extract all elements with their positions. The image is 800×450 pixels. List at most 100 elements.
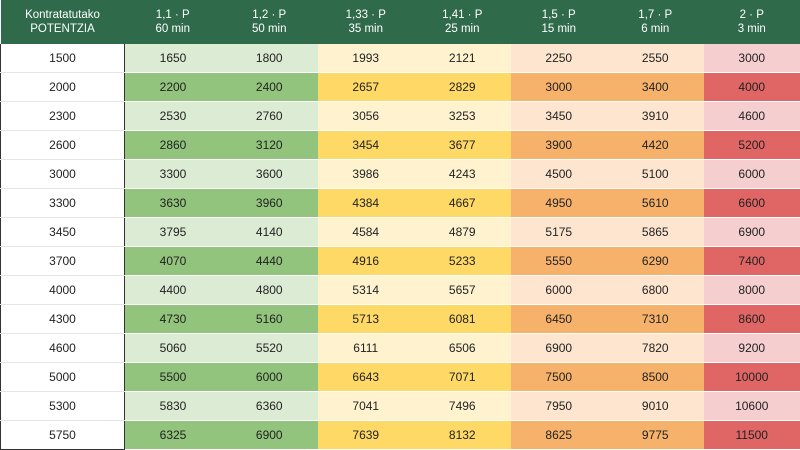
- contracted-power: 1500: [1, 44, 125, 73]
- power-value: 4440: [221, 247, 318, 276]
- power-value: 1650: [125, 44, 222, 73]
- power-value: 7400: [704, 247, 800, 276]
- power-value: 3986: [318, 160, 415, 189]
- power-factor: 1,33 · P: [318, 8, 415, 22]
- power-value: 9775: [607, 421, 704, 450]
- power-value: 3900: [511, 131, 608, 160]
- contracted-power: 3450: [1, 218, 125, 247]
- power-value: 5175: [511, 218, 608, 247]
- power-value: 8132: [414, 421, 511, 450]
- power-value: 1993: [318, 44, 415, 73]
- contracted-power: 5750: [1, 421, 125, 450]
- power-value: 9200: [704, 334, 800, 363]
- power-value: 8625: [511, 421, 608, 450]
- power-value: 5550: [511, 247, 608, 276]
- power-value: 4600: [704, 102, 800, 131]
- power-factor: 2 · P: [704, 8, 800, 22]
- power-value: 3300: [125, 160, 222, 189]
- duration: 6 min: [607, 22, 704, 36]
- contracted-power: 2000: [1, 73, 125, 102]
- power-value: 6000: [704, 160, 800, 189]
- power-value: 5830: [125, 392, 222, 421]
- power-value: 6000: [221, 363, 318, 392]
- power-value: 5160: [221, 305, 318, 334]
- power-value: 3960: [221, 189, 318, 218]
- power-value: 4384: [318, 189, 415, 218]
- power-value: 5100: [607, 160, 704, 189]
- duration: 15 min: [511, 22, 608, 36]
- power-value: 3000: [704, 44, 800, 73]
- power-value: 3253: [414, 102, 511, 131]
- contracted-power: 5300: [1, 392, 125, 421]
- power-value: 5657: [414, 276, 511, 305]
- header-text: Kontratatutako: [1, 8, 125, 22]
- power-value: 6800: [607, 276, 704, 305]
- power-value: 2657: [318, 73, 415, 102]
- power-value: 4400: [125, 276, 222, 305]
- power-value: 6111: [318, 334, 415, 363]
- power-value: 2250: [511, 44, 608, 73]
- power-value: 7639: [318, 421, 415, 450]
- power-value: 3120: [221, 131, 318, 160]
- power-value: 5713: [318, 305, 415, 334]
- power-factor: 1,1 · P: [125, 8, 222, 22]
- duration: 35 min: [318, 22, 415, 36]
- power-value: 7071: [414, 363, 511, 392]
- power-value: 7041: [318, 392, 415, 421]
- power-value: 2400: [221, 73, 318, 102]
- power-factor: 1,7 · P: [607, 8, 704, 22]
- power-factor: 1,5 · P: [511, 8, 608, 22]
- duration: 25 min: [414, 22, 511, 36]
- power-value: 6600: [704, 189, 800, 218]
- power-value: 4950: [511, 189, 608, 218]
- power-value: 4800: [221, 276, 318, 305]
- power-value: 2200: [125, 73, 222, 102]
- power-value: 6081: [414, 305, 511, 334]
- duration: 3 min: [704, 22, 800, 36]
- power-value: 7950: [511, 392, 608, 421]
- power-value: 4879: [414, 218, 511, 247]
- power-value: 3450: [511, 102, 608, 131]
- power-value: 6290: [607, 247, 704, 276]
- power-value: 6000: [511, 276, 608, 305]
- power-value: 11500: [704, 421, 800, 450]
- power-value: 3630: [125, 189, 222, 218]
- power-value: 5233: [414, 247, 511, 276]
- power-value: 4000: [704, 73, 800, 102]
- power-value: 3454: [318, 131, 415, 160]
- contracted-power: 3000: [1, 160, 125, 189]
- power-value: 4584: [318, 218, 415, 247]
- contracted-power: 5000: [1, 363, 125, 392]
- power-value: 3056: [318, 102, 415, 131]
- power-value: 5200: [704, 131, 800, 160]
- power-value: 3600: [221, 160, 318, 189]
- power-value: 4140: [221, 218, 318, 247]
- power-value: 5520: [221, 334, 318, 363]
- power-factor: 1,41 · P: [414, 8, 511, 22]
- power-value: 2121: [414, 44, 511, 73]
- power-value: 5610: [607, 189, 704, 218]
- power-value: 5314: [318, 276, 415, 305]
- power-value: 6506: [414, 334, 511, 363]
- power-value: 6360: [221, 392, 318, 421]
- power-value: 8500: [607, 363, 704, 392]
- power-value: 4916: [318, 247, 415, 276]
